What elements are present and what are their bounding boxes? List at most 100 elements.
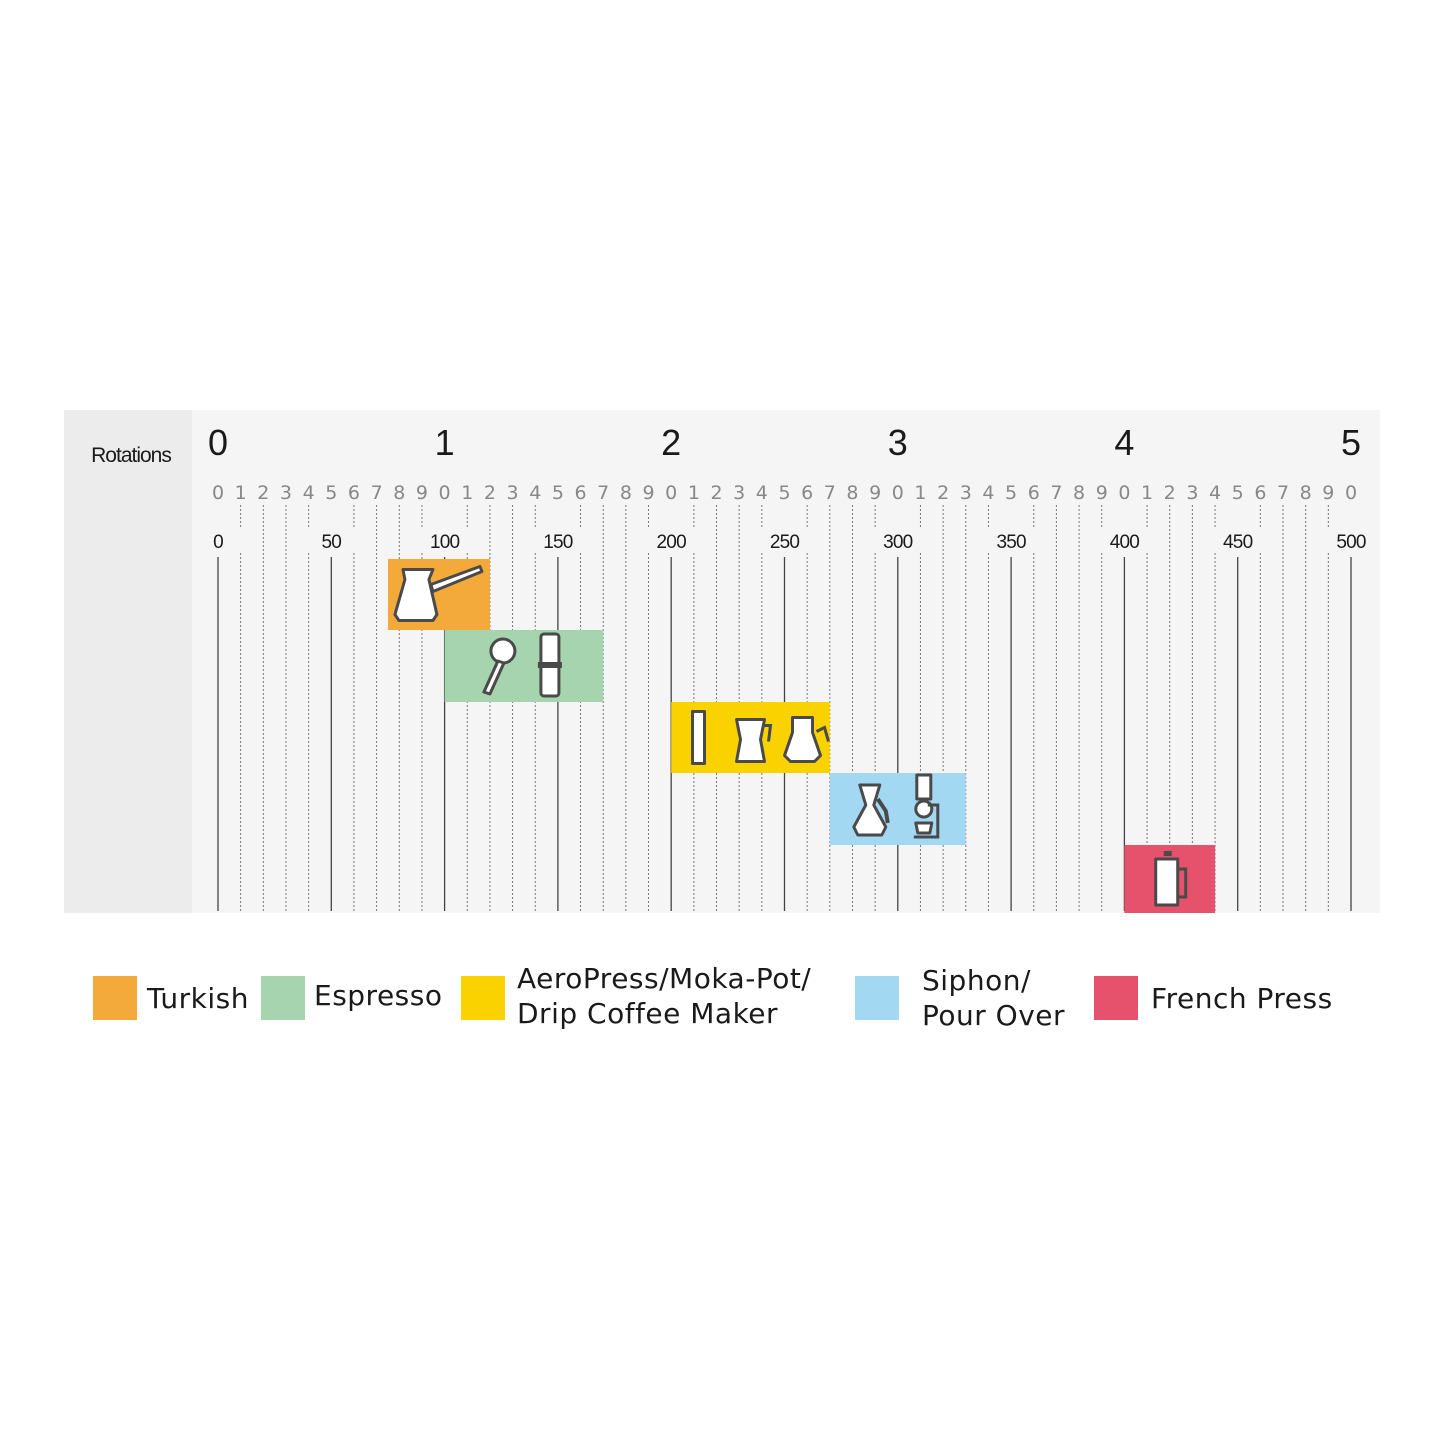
sub-tick-label: 1	[688, 482, 700, 504]
hand-grinder-icon	[537, 632, 562, 698]
major-tick-label: 100	[430, 532, 460, 553]
legend-label-espresso: Espresso	[314, 979, 443, 1012]
sub-tick-label: 4	[529, 482, 541, 504]
rotation-tick-label: 1	[435, 422, 455, 463]
rotation-tick-label: 2	[661, 422, 681, 463]
sub-tick-label: 8	[393, 482, 405, 504]
tick-label-bg	[307, 528, 356, 552]
sub-tick-label: 4	[1209, 482, 1221, 504]
sub-tick-label: 6	[801, 482, 813, 504]
range-bar-2	[444, 630, 604, 702]
tick-label-bg	[533, 528, 582, 552]
sub-tick-label: 6	[575, 482, 587, 504]
sub-tick-label: 0	[665, 482, 677, 504]
tick-label-bg	[1100, 528, 1149, 552]
sub-tick-label: 6	[348, 482, 360, 504]
sub-tick-label: 2	[937, 482, 949, 504]
siphon-icon	[913, 773, 940, 839]
sub-tick-label: 8	[846, 482, 858, 504]
sub-tick-label: 2	[1164, 482, 1176, 504]
sub-tick-label: 9	[1322, 482, 1334, 504]
legend-label-aeropress: AeroPress/Moka-Pot/ Drip Coffee Maker	[517, 962, 812, 1030]
tick-label-bg	[647, 528, 696, 552]
sub-tick-label: 5	[552, 482, 564, 504]
drip-carafe-icon	[783, 716, 830, 763]
major-tick-label: 200	[657, 532, 687, 553]
tick-label-bg	[987, 528, 1036, 552]
sub-tick-label: 3	[960, 482, 972, 504]
legend-label-french-press: French Press	[1151, 982, 1333, 1015]
sub-tick-label: 1	[1141, 482, 1153, 504]
sub-tick-label: 4	[303, 482, 315, 504]
sub-tick-label: 9	[1096, 482, 1108, 504]
major-tick-label: 400	[1110, 532, 1140, 553]
sub-tick-label: 9	[869, 482, 881, 504]
rotation-tick-label: 5	[1341, 422, 1361, 463]
legend-label-turkish: Turkish	[147, 982, 249, 1015]
rotation-tick-label: 3	[888, 422, 908, 463]
sub-tick-label: 4	[756, 482, 768, 504]
sub-tick-label: 3	[1186, 482, 1198, 504]
major-tick-label: 150	[543, 532, 573, 553]
tick-label-bg	[420, 528, 469, 552]
sub-tick-label: 0	[1345, 482, 1357, 504]
sub-tick-label: 5	[1232, 482, 1244, 504]
sub-tick-label: 0	[1118, 482, 1130, 504]
sub-tick-label: 1	[235, 482, 247, 504]
sub-tick-label: 4	[982, 482, 994, 504]
sub-tick-label: 5	[778, 482, 790, 504]
sub-tick-label: 7	[824, 482, 836, 504]
range-bar-4	[829, 773, 966, 845]
sub-tick-label: 7	[597, 482, 609, 504]
label-column	[64, 410, 192, 913]
major-tick-label: 50	[322, 532, 342, 553]
chemex-icon	[852, 783, 890, 837]
sub-tick-label: 8	[1300, 482, 1312, 504]
legend-swatch-siphon	[855, 976, 899, 1020]
rotations-label: Rotations	[91, 444, 171, 467]
sub-tick-label: 6	[1028, 482, 1040, 504]
legend-label-siphon: Siphon/ Pour Over	[922, 964, 1066, 1032]
sub-tick-label: 7	[371, 482, 383, 504]
tick-label-bg	[194, 528, 242, 552]
moka-pot-icon	[735, 718, 773, 763]
sub-tick-label: 1	[914, 482, 926, 504]
sub-tick-label: 2	[484, 482, 496, 504]
tick-label-bg	[1327, 528, 1375, 552]
major-tick-label: 300	[883, 532, 913, 553]
sub-tick-label: 3	[733, 482, 745, 504]
legend-swatch-french-press	[1094, 976, 1138, 1020]
sub-tick-label: 3	[280, 482, 292, 504]
legend-swatch-espresso	[261, 976, 305, 1020]
major-tick-label: 350	[996, 532, 1026, 553]
sub-tick-label: 8	[1073, 482, 1085, 504]
sub-tick-label: 0	[892, 482, 904, 504]
turkish-cezve-icon	[393, 565, 484, 622]
chart-panel	[64, 410, 1380, 913]
french-press-icon	[1154, 851, 1188, 907]
sub-tick-label: 7	[1050, 482, 1062, 504]
sub-tick-label: 9	[416, 482, 428, 504]
sub-tick-label: 1	[461, 482, 473, 504]
sub-tick-label: 7	[1277, 482, 1289, 504]
portafilter-icon	[482, 637, 517, 696]
tick-label-bg	[1213, 528, 1262, 552]
sub-tick-label: 8	[620, 482, 632, 504]
sub-tick-label: 2	[710, 482, 722, 504]
sub-tick-label: 5	[325, 482, 337, 504]
legend-swatch-aeropress	[461, 976, 505, 1020]
sub-tick-label: 0	[212, 482, 224, 504]
sub-tick-label: 5	[1005, 482, 1017, 504]
rotation-tick-label: 0	[208, 422, 228, 463]
aeropress-icon	[691, 710, 707, 765]
sub-tick-label: 6	[1254, 482, 1266, 504]
tick-label-bg	[760, 528, 809, 552]
tick-label-bg	[873, 528, 922, 552]
sub-tick-label: 2	[257, 482, 269, 504]
sub-tick-label: 9	[642, 482, 654, 504]
major-tick-label: 0	[213, 532, 223, 553]
rotation-tick-label: 4	[1114, 422, 1134, 463]
sub-tick-label: 3	[507, 482, 519, 504]
major-tick-label: 500	[1336, 532, 1366, 553]
sub-tick-label: 0	[439, 482, 451, 504]
